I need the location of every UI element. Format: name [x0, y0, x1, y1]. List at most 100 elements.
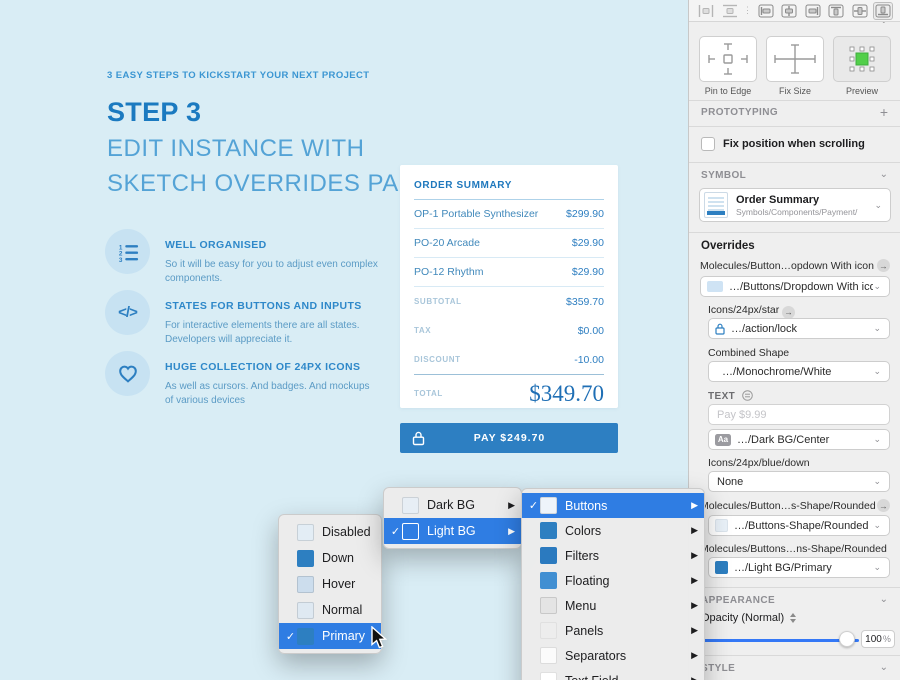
select-value: None [717, 475, 744, 488]
inspector-panel: ⋮ RESIZING ⌄ [688, 0, 900, 680]
distribute-vertical-icon[interactable] [720, 2, 740, 20]
override-select-dropdown[interactable]: …/Buttons/Dropdown With icon ⌄ [700, 276, 890, 297]
bg-swatch [402, 496, 419, 514]
opacity-stepper[interactable] [790, 613, 797, 623]
chevron-down-icon: ⌄ [873, 281, 881, 291]
alignment-toolbar: ⋮ [689, 0, 900, 22]
divider [689, 162, 900, 163]
align-bottom-icon[interactable] [873, 1, 893, 20]
menu-item-floating[interactable]: Floating ▶ [522, 568, 704, 593]
hero-eyebrow: 3 EASY STEPS TO KICKSTART YOUR NEXT PROJ… [107, 70, 370, 81]
align-center-vertical-icon[interactable] [850, 2, 870, 20]
pin-to-edge-button[interactable] [699, 36, 757, 82]
feature-body: So it will be easy for you to adjust eve… [165, 259, 378, 284]
opacity-value-box[interactable]: 100 % [861, 630, 895, 648]
order-item-row: PO-20 Arcade $29.90 [414, 229, 604, 258]
distribute-horizontal-icon[interactable] [696, 2, 716, 20]
symbol-name: Order Summary [736, 193, 820, 206]
fix-position-label: Fix position when scrolling [723, 138, 865, 150]
text-style-aa-icon: Aa [715, 433, 731, 446]
opacity-slider-track[interactable] [701, 639, 859, 642]
state-context-menu: Disabled Down Hover Normal ✓ Primary [278, 514, 382, 654]
percent-sign: % [882, 634, 891, 644]
category-swatch [540, 497, 557, 514]
feature-well-organised: 1 2 3 WELL ORGANISED So it will be easy … [105, 229, 405, 286]
fix-size-button[interactable] [766, 36, 824, 82]
menu-item-colors[interactable]: Colors ▶ [522, 518, 704, 543]
menu-item-primary[interactable]: ✓ Primary [279, 623, 381, 649]
override-select-lock[interactable]: …/action/lock ⌄ [708, 318, 890, 339]
goto-symbol-icon[interactable]: → [782, 305, 796, 319]
pay-button[interactable]: PAY $249.70 [400, 423, 618, 453]
plus-icon[interactable]: + [879, 104, 888, 120]
summary-value: $359.70 [566, 295, 604, 308]
menu-item-light-bg[interactable]: ✓ Light BG ▶ [384, 518, 521, 544]
item-price: $29.90 [571, 266, 604, 278]
align-right-icon[interactable] [803, 2, 823, 20]
goto-symbol-icon[interactable]: → [877, 499, 890, 512]
button-thumbnail-icon [707, 281, 723, 292]
menu-item-text-field[interactable]: Text Field ▶ [522, 668, 704, 680]
chevron-down-icon[interactable]: ⌄ [879, 594, 888, 605]
check-icon: ✓ [528, 500, 539, 512]
summary-label: TAX [414, 326, 432, 335]
submenu-arrow-icon: ▶ [691, 525, 698, 535]
category-swatch [540, 522, 557, 539]
goto-symbol-icon[interactable]: → [877, 259, 890, 272]
state-swatch [297, 575, 314, 593]
override-select-none[interactable]: None ⌄ [708, 471, 890, 492]
preview-button[interactable] [833, 36, 891, 82]
override-select-primary[interactable]: …/Light BG/Primary ⌄ [708, 557, 890, 578]
override-select-monochrome[interactable]: …/Monochrome/White ⌄ [708, 361, 890, 382]
feature-body: For interactive elements there are all s… [165, 320, 360, 345]
align-left-icon[interactable] [756, 2, 776, 20]
state-swatch [297, 523, 314, 541]
text-override-input[interactable] [708, 404, 890, 425]
submenu-arrow-icon: ▶ [691, 600, 698, 610]
opacity-slider-knob[interactable] [839, 631, 855, 647]
select-value: …/Light BG/Primary [734, 561, 832, 574]
align-center-horizontal-icon[interactable] [779, 2, 799, 20]
state-swatch [297, 627, 314, 645]
feature-icons: HUGE COLLECTION OF 24PX ICONS As well as… [105, 351, 405, 408]
override-select-text-style[interactable]: Aa …/Dark BG/Center ⌄ [708, 429, 890, 450]
divider [689, 126, 900, 127]
menu-item-label: Down [322, 551, 354, 565]
menu-item-panels[interactable]: Panels ▶ [522, 618, 704, 643]
chevron-down-icon: ⌄ [873, 562, 881, 572]
hero-title: STEP 3 [107, 97, 202, 127]
menu-item-normal[interactable]: Normal [279, 597, 381, 623]
heart-icon [105, 351, 150, 396]
override-label-blue-down: Icons/24px/blue/down [708, 457, 810, 469]
divider [689, 232, 900, 233]
hero-block: 3 EASY STEPS TO KICKSTART YOUR NEXT PROJ… [107, 70, 447, 198]
opacity-label: Opacity (Normal) [701, 612, 785, 624]
fix-position-checkbox[interactable] [701, 137, 715, 151]
total-label: TOTAL [414, 389, 443, 398]
chevron-down-icon: ⌄ [873, 323, 881, 333]
bg-swatch [402, 522, 419, 540]
menu-item-disabled[interactable]: Disabled [279, 519, 381, 545]
chevron-down-icon[interactable]: ⌄ [879, 169, 888, 180]
chevron-down-icon: ⌄ [873, 520, 881, 530]
menu-item-down[interactable]: Down [279, 545, 381, 571]
chevron-down-icon[interactable]: ⌄ [879, 662, 888, 673]
chevron-down-icon: ⌄ [873, 366, 881, 376]
summary-value: $0.00 [577, 324, 604, 337]
menu-item-separators[interactable]: Separators ▶ [522, 643, 704, 668]
align-top-icon[interactable] [826, 2, 846, 20]
menu-item-buttons[interactable]: ✓ Buttons ▶ [522, 493, 704, 518]
menu-item-filters[interactable]: Filters ▶ [522, 543, 704, 568]
symbol-section-title: SYMBOL [701, 170, 747, 181]
override-select-shape-rounded[interactable]: …/Buttons-Shape/Rounded ⌄ [708, 515, 890, 536]
menu-item-dark-bg[interactable]: Dark BG ▶ [384, 492, 521, 518]
menu-item-label: Text Field [565, 674, 685, 680]
item-name: OP-1 Portable Synthesizer [414, 208, 539, 220]
hero-subtitle-line1: EDIT INSTANCE WITH [107, 135, 365, 162]
override-label-text: Icons/24px/star [708, 304, 780, 316]
menu-item-hover[interactable]: Hover [279, 571, 381, 597]
symbol-select[interactable]: Order Summary Symbols/Components/Payment… [699, 188, 891, 222]
menu-item-menu[interactable]: Menu ▶ [522, 593, 704, 618]
appearance-section-title: APPEARANCE [701, 595, 776, 606]
